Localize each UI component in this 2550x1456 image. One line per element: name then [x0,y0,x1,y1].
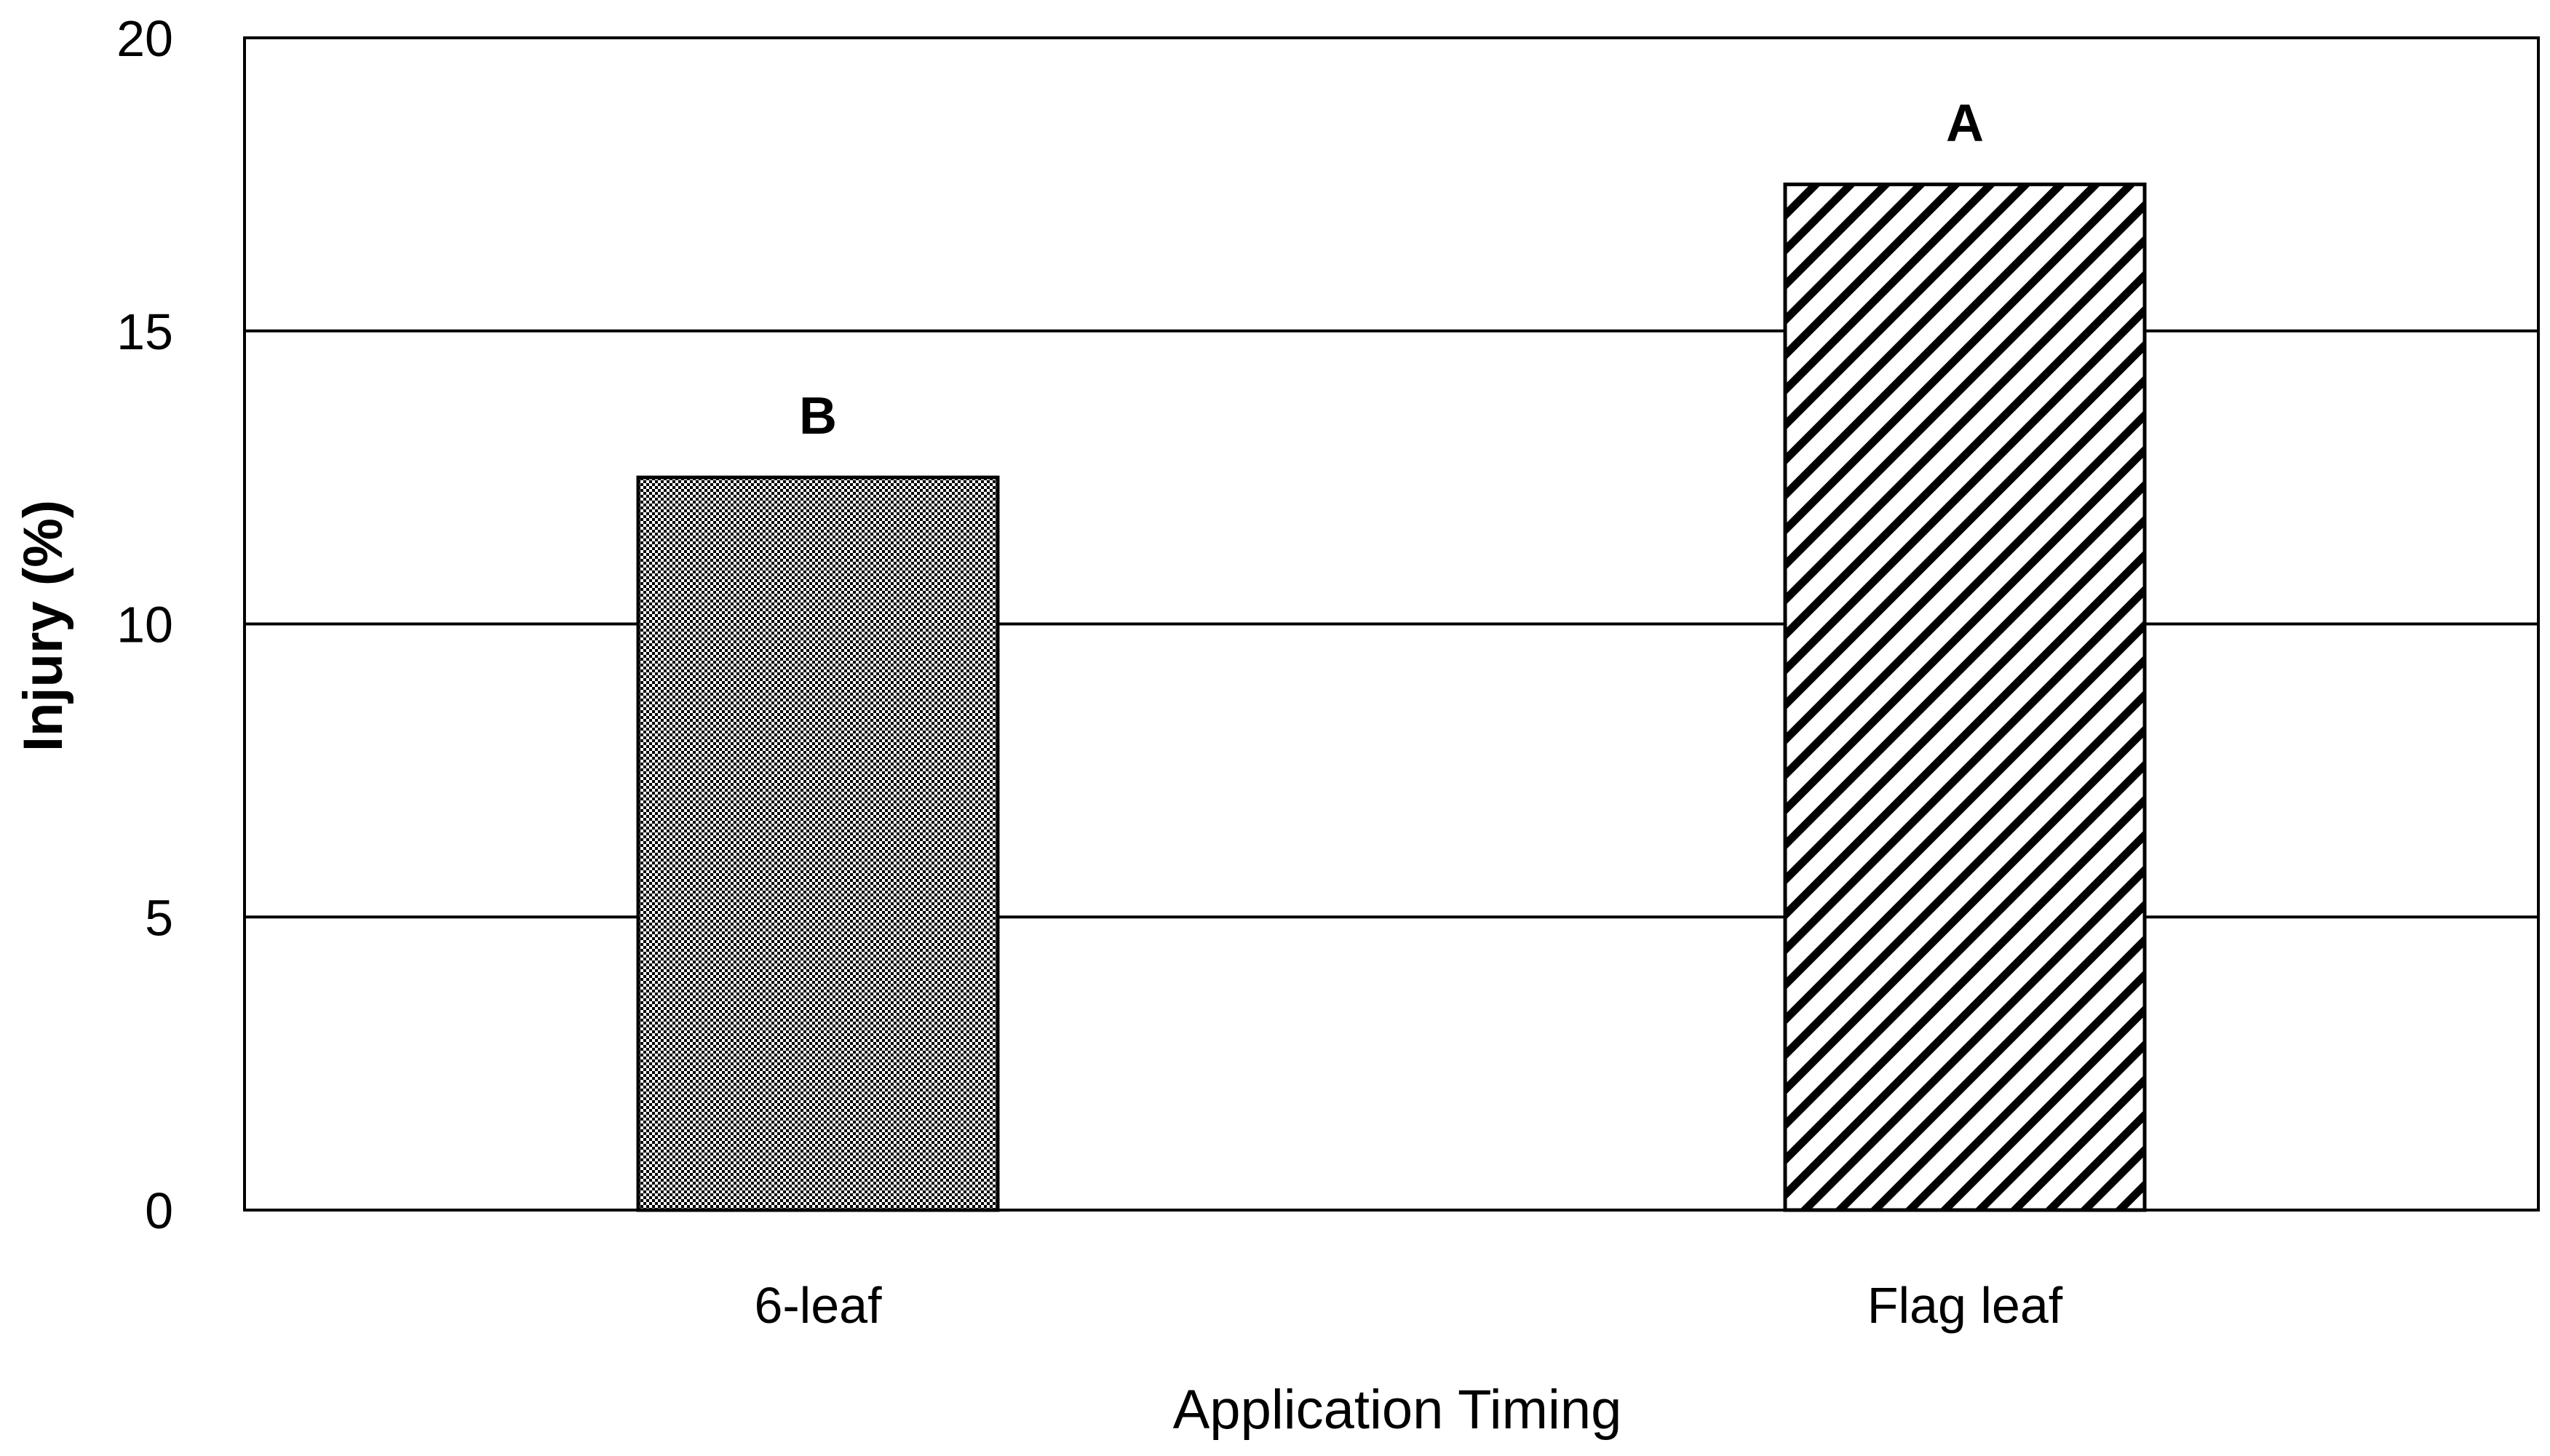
plot-border [243,36,2540,1212]
bar [1783,182,2147,1212]
significance-letter: B [799,387,837,445]
bar-data-labels: BA [799,94,1984,445]
y-tick-label: 20 [116,10,173,67]
y-tick-label: 10 [116,597,173,653]
y-axis-title: Injury (%) [12,500,74,752]
y-tick-label: 5 [145,889,173,946]
y-tick-label: 15 [116,303,173,360]
bars [636,182,2147,1212]
x-axis-ticks: 6-leaf Flag leaf [754,1277,2062,1334]
gridlines [245,329,2538,919]
plot-frame [243,36,2540,1212]
significance-letter: A [1946,94,1984,152]
x-tick-label: Flag leaf [1867,1277,2063,1334]
bar [636,475,1000,1212]
y-axis-ticks: 0 5 10 15 20 [116,10,173,1239]
y-tick-label: 0 [145,1182,173,1239]
x-tick-label: 6-leaf [754,1277,882,1334]
x-axis-title: Application Timing [1173,1379,1622,1441]
